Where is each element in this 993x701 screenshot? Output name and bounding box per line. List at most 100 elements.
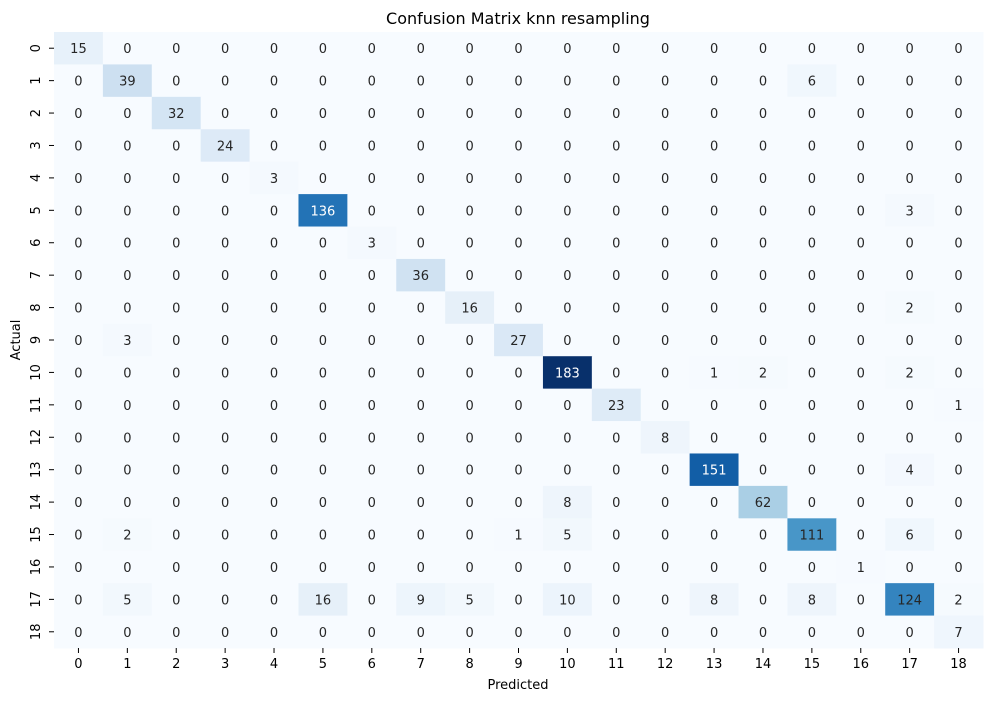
cell-label-10-9: 0	[514, 366, 522, 381]
cell-label-18-9: 0	[514, 626, 522, 641]
cell-label-13-14: 0	[759, 464, 767, 479]
cell-label-8-16: 0	[857, 302, 865, 317]
cell-label-11-5: 0	[319, 399, 327, 414]
x-tick-label-1: 1	[123, 657, 131, 672]
cell-label-5-5: 136	[311, 204, 336, 219]
cell-5-2	[151, 194, 202, 228]
cell-13-7	[396, 453, 446, 487]
cell-15-18	[934, 518, 984, 552]
cell-label-12-14: 0	[759, 431, 767, 446]
cell-label-9-14: 0	[759, 334, 767, 349]
cell-label-8-13: 0	[710, 302, 718, 317]
cell-5-9	[494, 194, 544, 228]
cell-12-14	[738, 421, 788, 454]
cell-label-17-2: 0	[172, 593, 180, 608]
cell-4-17	[885, 161, 935, 195]
cell-label-12-9: 0	[514, 431, 522, 446]
cell-6-6	[347, 226, 397, 260]
cell-label-1-8: 0	[465, 75, 473, 90]
cell-label-0-14: 0	[759, 42, 767, 57]
cell-7-11	[591, 258, 642, 292]
cell-label-18-16: 0	[857, 626, 865, 641]
cell-17-16	[836, 583, 886, 617]
cell-label-10-4: 0	[270, 366, 278, 381]
cell-12-2	[151, 421, 202, 454]
cell-14-12	[640, 485, 691, 519]
cell-label-11-7: 0	[417, 399, 425, 414]
cell-label-15-14: 0	[759, 529, 767, 544]
cell-4-4	[249, 161, 299, 195]
cell-5-4	[249, 194, 299, 228]
cell-15-4	[249, 518, 299, 552]
cell-14-5	[298, 485, 348, 519]
cell-label-17-14: 0	[759, 593, 767, 608]
cell-3-5	[298, 129, 348, 163]
cell-label-11-6: 0	[368, 399, 376, 414]
cell-label-0-2: 0	[172, 42, 180, 57]
cell-9-3	[200, 323, 251, 357]
cell-label-9-10: 0	[563, 334, 571, 349]
cell-label-10-0: 0	[74, 366, 82, 381]
cell-4-15	[787, 161, 837, 195]
cell-16-18	[934, 550, 984, 584]
cell-label-16-17: 0	[906, 561, 914, 576]
cell-12-10	[542, 421, 593, 454]
cell-label-4-6: 0	[368, 172, 376, 187]
cell-15-8	[445, 518, 495, 552]
cell-label-4-11: 0	[612, 172, 620, 187]
cell-label-16-0: 0	[74, 561, 82, 576]
cell-18-10	[542, 615, 593, 649]
x-tick-label-3: 3	[221, 657, 229, 672]
cell-12-8	[445, 421, 495, 454]
cell-label-15-18: 0	[954, 529, 962, 544]
cell-label-4-13: 0	[710, 172, 718, 187]
cell-label-5-0: 0	[74, 204, 82, 219]
cell-4-11	[591, 161, 642, 195]
cell-17-6	[347, 583, 397, 617]
cell-2-15	[787, 96, 837, 130]
cell-8-18	[934, 291, 984, 325]
cell-5-15	[787, 194, 837, 228]
cell-14-7	[396, 485, 446, 519]
cell-7-16	[836, 258, 886, 292]
cell-label-3-1: 0	[123, 139, 131, 154]
cell-3-3	[200, 129, 251, 163]
cell-label-9-16: 0	[857, 334, 865, 349]
cell-label-11-11: 23	[608, 399, 625, 414]
cell-label-11-17: 0	[906, 399, 914, 414]
cell-4-1	[102, 161, 153, 195]
cell-6-2	[151, 226, 202, 260]
x-tick-label-9: 9	[514, 657, 522, 672]
cell-label-2-4: 0	[270, 107, 278, 122]
cell-label-5-1: 0	[123, 204, 131, 219]
cell-label-18-17: 0	[906, 626, 914, 641]
cell-label-5-2: 0	[172, 204, 180, 219]
cell-label-2-13: 0	[710, 107, 718, 122]
cell-label-15-7: 0	[417, 529, 425, 544]
cell-label-14-16: 0	[857, 496, 865, 511]
cell-12-16	[836, 421, 886, 454]
cell-label-14-6: 0	[368, 496, 376, 511]
cell-label-4-2: 0	[172, 172, 180, 187]
cell-14-10	[542, 485, 593, 519]
cell-label-11-1: 0	[123, 399, 131, 414]
cell-17-13	[689, 583, 740, 617]
cell-9-0	[54, 323, 104, 357]
cell-label-13-7: 0	[417, 464, 425, 479]
cell-17-9	[494, 583, 544, 617]
cell-label-3-10: 0	[563, 139, 571, 154]
cell-label-2-5: 0	[319, 107, 327, 122]
cell-label-7-8: 0	[465, 269, 473, 284]
cell-label-12-18: 0	[954, 431, 962, 446]
cell-10-2	[151, 356, 202, 390]
cell-10-3	[200, 356, 251, 390]
cell-4-6	[347, 161, 397, 195]
cell-label-4-8: 0	[465, 172, 473, 187]
cell-16-0	[54, 550, 104, 584]
cell-13-5	[298, 453, 348, 487]
cell-2-18	[934, 96, 984, 130]
cell-5-18	[934, 194, 984, 228]
cell-label-18-12: 0	[661, 626, 669, 641]
x-axis-label: Predicted	[487, 678, 548, 693]
cell-label-16-1: 0	[123, 561, 131, 576]
